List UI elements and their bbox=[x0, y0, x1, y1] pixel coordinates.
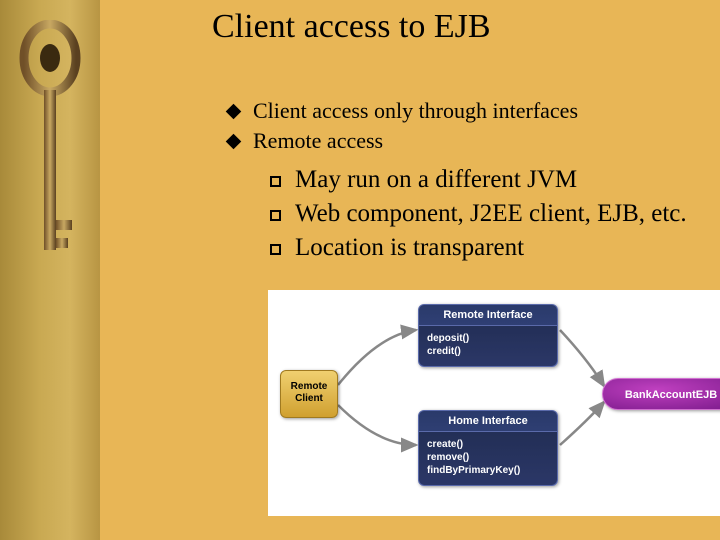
remote-client-label: RemoteClient bbox=[291, 381, 328, 404]
remote-interface-title: Remote Interface bbox=[419, 305, 557, 326]
ejb-label: BankAccountEJB bbox=[625, 389, 717, 401]
sub-bullet-list: May run on a different JVM Web component… bbox=[270, 166, 687, 268]
page-title: Client access to EJB bbox=[212, 8, 491, 46]
diamond-bullet-icon bbox=[226, 134, 242, 150]
slide-content-area: Client access to EJB Client access only … bbox=[100, 0, 720, 540]
bullet-list: Client access only through interfaces Re… bbox=[228, 98, 578, 158]
home-interface-box: Home Interface create()remove()findByPri… bbox=[418, 410, 558, 486]
square-bullet-icon bbox=[270, 210, 281, 221]
key-graphic-icon bbox=[18, 20, 82, 300]
ejb-diagram: RemoteClient Remote Interface deposit()c… bbox=[268, 290, 720, 516]
square-bullet-icon bbox=[270, 244, 281, 255]
sub-bullet-item: May run on a different JVM bbox=[270, 166, 687, 194]
diamond-bullet-icon bbox=[226, 104, 242, 120]
sub-bullet-item: Web component, J2EE client, EJB, etc. bbox=[270, 200, 687, 228]
remote-interface-box: Remote Interface deposit()credit() bbox=[418, 304, 558, 367]
sidebar-gold-strip bbox=[0, 0, 100, 540]
remote-interface-methods: deposit()credit() bbox=[419, 326, 557, 366]
sub-bullet-item: Location is transparent bbox=[270, 234, 687, 262]
home-interface-title: Home Interface bbox=[419, 411, 557, 432]
sub-bullet-text: Web component, J2EE client, EJB, etc. bbox=[295, 200, 687, 228]
square-bullet-icon bbox=[270, 176, 281, 187]
bullet-text: Remote access bbox=[253, 128, 383, 154]
bullet-text: Client access only through interfaces bbox=[253, 98, 578, 124]
bullet-item: Remote access bbox=[228, 128, 578, 154]
bank-account-ejb-pill: BankAccountEJB bbox=[602, 378, 720, 410]
bullet-item: Client access only through interfaces bbox=[228, 98, 578, 124]
sub-bullet-text: May run on a different JVM bbox=[295, 166, 577, 194]
home-interface-methods: create()remove()findByPrimaryKey() bbox=[419, 432, 557, 485]
sub-bullet-text: Location is transparent bbox=[295, 234, 524, 262]
remote-client-box: RemoteClient bbox=[280, 370, 338, 418]
